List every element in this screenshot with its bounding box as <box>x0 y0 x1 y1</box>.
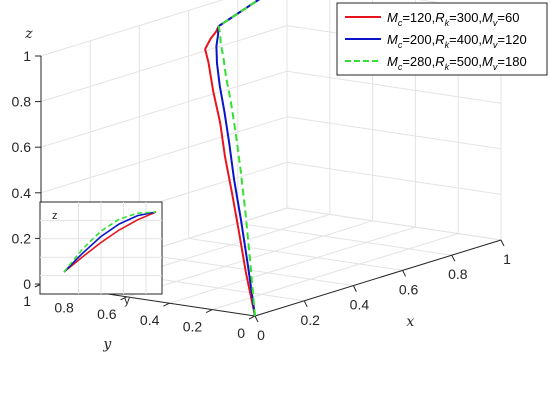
x-tick-label: 0.8 <box>448 266 468 282</box>
y-axis-title: y <box>102 336 112 352</box>
x-tick-mark <box>352 285 357 292</box>
x-tick-label: 0.6 <box>399 281 419 297</box>
legend-label-2: Mc=200,Rk=400,Mv=120 <box>387 32 527 50</box>
x-tick-mark <box>402 270 407 277</box>
inset-series-line-3 <box>63 211 157 273</box>
x-tick-mark <box>500 239 505 247</box>
inset-y-label: y <box>124 295 130 307</box>
x-tick-mark <box>254 315 259 323</box>
z-axis-title: z <box>24 26 33 42</box>
z-tick-label: 0.6 <box>12 139 32 155</box>
y-tick-label: 0 <box>237 325 245 341</box>
legend-label-3: Mc=280,Rk=500,Mv=180 <box>387 54 527 72</box>
y-tick-label: 0.4 <box>140 312 160 328</box>
grid-line-wall-yz-horizontal <box>286 161 502 195</box>
y-tick-mark <box>248 315 256 320</box>
legend: Mc=120,Rk=300,Mv=60 Mc=200,Rk=400,Mv=120 M… <box>336 2 548 76</box>
series-line-3 <box>217 0 260 317</box>
grid-line-floor-x <box>237 222 452 256</box>
grid-line-wall-xz-horizontal <box>40 25 288 103</box>
z-tick-label: 0.2 <box>12 230 32 246</box>
grid-line-wall-yz-horizontal <box>286 116 502 150</box>
grid-line-floor-y <box>169 226 416 304</box>
grid-line-floor-x <box>286 207 502 241</box>
y-tick-mark <box>120 296 127 301</box>
grid-line-wall-xz-horizontal <box>40 0 224 57</box>
z-tick-label: 0 <box>23 276 31 292</box>
x-tick-mark <box>451 254 456 262</box>
z-tick-label: 1 <box>23 48 31 64</box>
y-tick-label: 0.8 <box>54 299 74 315</box>
y-tick-label: 0.2 <box>183 319 203 335</box>
x-axis-line <box>254 239 502 317</box>
y-tick-label: 1 <box>23 293 31 309</box>
grid-line-wall-xz-horizontal <box>40 70 288 148</box>
x-tick-label: 0.4 <box>350 297 370 313</box>
z-tick-label: 0.4 <box>12 185 32 201</box>
grid-line-wall-xz-horizontal <box>40 116 288 194</box>
grid-line-floor-x <box>188 237 403 271</box>
inset-z-label: z <box>52 210 58 222</box>
inset-chart: zy <box>39 201 163 307</box>
x-tick-label: 0.2 <box>300 312 320 328</box>
x-tick-label: 1 <box>503 251 511 267</box>
tick-labels: 0000.20.20.20.40.40.40.60.60.60.80.80.81… <box>12 26 512 352</box>
x-axis-title: x <box>406 314 414 330</box>
legend-label-1: Mc=120,Rk=300,Mv=60 <box>387 10 519 28</box>
y-tick-mark <box>205 309 213 314</box>
inset-series-line-1 <box>63 211 157 273</box>
z-tick-label: 0.8 <box>12 94 32 110</box>
x-tick-mark <box>303 300 308 308</box>
grid-line-wall-yz-horizontal <box>286 70 502 104</box>
y-tick-mark <box>163 302 170 307</box>
y-tick-label: 0.6 <box>97 306 117 322</box>
inset-series-line-2 <box>63 211 157 273</box>
x-tick-label: 0 <box>257 327 265 343</box>
series-lines <box>204 0 260 317</box>
